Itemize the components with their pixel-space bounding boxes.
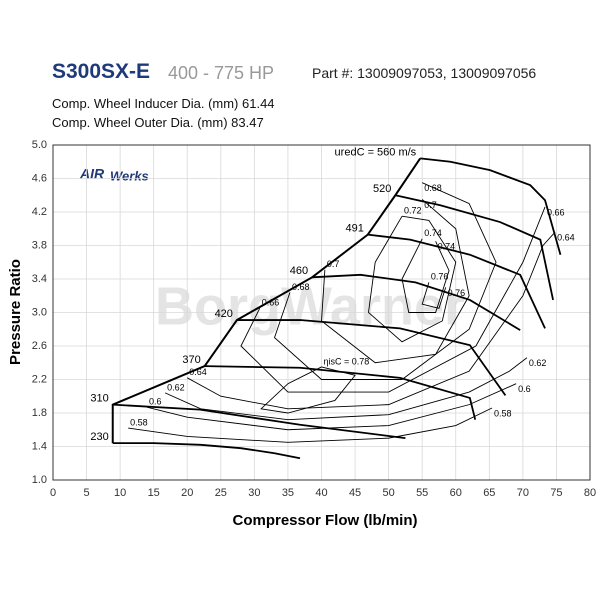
inducer-dia: Comp. Wheel Inducer Dia. (mm) 61.44	[52, 96, 275, 111]
efficiency-line	[164, 357, 528, 421]
speed-label: 370	[182, 354, 200, 366]
plot-border	[52, 144, 591, 481]
speed-line	[112, 442, 301, 460]
speed-line	[367, 233, 546, 329]
efficiency-label: 0.58	[130, 417, 148, 427]
efficiency-label: 0.64	[557, 232, 575, 242]
model: S300SX-E	[52, 60, 151, 83]
efficiency-label: 0.6	[149, 397, 162, 407]
efficiency-label: 0.76	[448, 288, 466, 298]
efficiency-line	[187, 231, 556, 410]
y-tick-label: 4.2	[32, 206, 47, 218]
x-tick-label: 80	[584, 487, 596, 499]
efficiency-line	[128, 407, 493, 443]
efficiency-label: 0.66	[547, 207, 565, 217]
y-tick-label: 1.4	[32, 440, 47, 452]
efficiency-label: 0.68	[424, 183, 442, 193]
y-tick-label: 3.8	[32, 239, 47, 251]
efficiency-line	[401, 238, 450, 313]
efficiency-label: 0.76	[431, 272, 449, 282]
x-tick-label: 25	[215, 487, 227, 499]
power: 400 - 775 HP	[168, 63, 275, 83]
y-tick-label: 2.6	[32, 340, 47, 352]
speed-label: 420	[215, 308, 233, 320]
efficiency-label: 0.74	[438, 242, 456, 252]
efficiency-line	[260, 366, 356, 414]
speed-line	[312, 273, 521, 331]
efficiency-label: 0.74	[424, 228, 442, 238]
y-axis-label: Pressure Ratio	[7, 259, 24, 365]
speed-label: 310	[90, 393, 108, 405]
x-tick-label: 45	[349, 487, 361, 499]
y-tick-label: 1.8	[32, 407, 47, 419]
x-tick-label: 35	[282, 487, 294, 499]
efficiency-line	[421, 282, 447, 309]
y-tick-label: 4.6	[32, 172, 47, 184]
speed-label: 491	[345, 223, 363, 235]
speed-line	[112, 403, 406, 440]
y-tick-label: 3.4	[32, 273, 47, 285]
logo-werks: Werks	[110, 168, 149, 183]
efficiency-label: ηisC = 0.78	[324, 356, 370, 366]
efficiency-label: 0.6	[518, 384, 531, 394]
speed-label: 520	[373, 183, 391, 195]
x-tick-label: 30	[248, 487, 260, 499]
efficiency-line	[146, 383, 517, 431]
x-tick-label: 50	[383, 487, 395, 499]
x-tick-label: 75	[550, 487, 562, 499]
efficiency-line	[321, 199, 470, 364]
efficiency-line	[240, 206, 546, 393]
x-tick-label: 20	[181, 487, 193, 499]
speed-label: 460	[290, 265, 308, 277]
x-tick-label: 0	[50, 487, 56, 499]
speed-line	[420, 157, 562, 255]
efficiency-line	[368, 215, 457, 343]
efficiency-label: 0.66	[262, 298, 280, 308]
y-tick-label: 1.0	[32, 474, 47, 486]
efficiency-label: 0.62	[529, 358, 547, 368]
efficiency-label: 0.72	[404, 206, 422, 216]
x-tick-label: 15	[148, 487, 160, 499]
x-axis-label: Compressor Flow (lb/min)	[232, 512, 417, 529]
x-tick-label: 40	[315, 487, 327, 499]
x-tick-label: 55	[416, 487, 428, 499]
x-tick-label: 60	[450, 487, 462, 499]
part-number: Part #: 13009097053, 13009097056	[312, 65, 537, 81]
speed-line	[236, 319, 507, 396]
x-tick-label: 5	[84, 487, 90, 499]
speed-label: 230	[90, 431, 108, 443]
y-tick-label: 5.0	[32, 139, 47, 151]
watermark: BorgWarner	[155, 276, 465, 336]
x-tick-label: 70	[517, 487, 529, 499]
efficiency-label: 0.62	[167, 382, 185, 392]
x-tick-label: 10	[114, 487, 126, 499]
logo-air: AIR	[79, 166, 105, 182]
efficiency-label: 0.68	[292, 282, 310, 292]
efficiency-label: 0.7	[327, 259, 340, 269]
speed-line	[204, 365, 477, 420]
efficiency-label: 0.7	[424, 200, 437, 210]
x-tick-label: 65	[483, 487, 495, 499]
y-tick-label: 3.0	[32, 306, 47, 318]
speed-label: uredC = 560 m/s	[335, 146, 417, 158]
y-tick-label: 2.2	[32, 373, 47, 385]
surge-line	[111, 157, 422, 444]
efficiency-label: 0.58	[494, 408, 512, 418]
outer-dia: Comp. Wheel Outer Dia. (mm) 83.47	[52, 115, 264, 130]
efficiency-label: 0.64	[189, 367, 207, 377]
